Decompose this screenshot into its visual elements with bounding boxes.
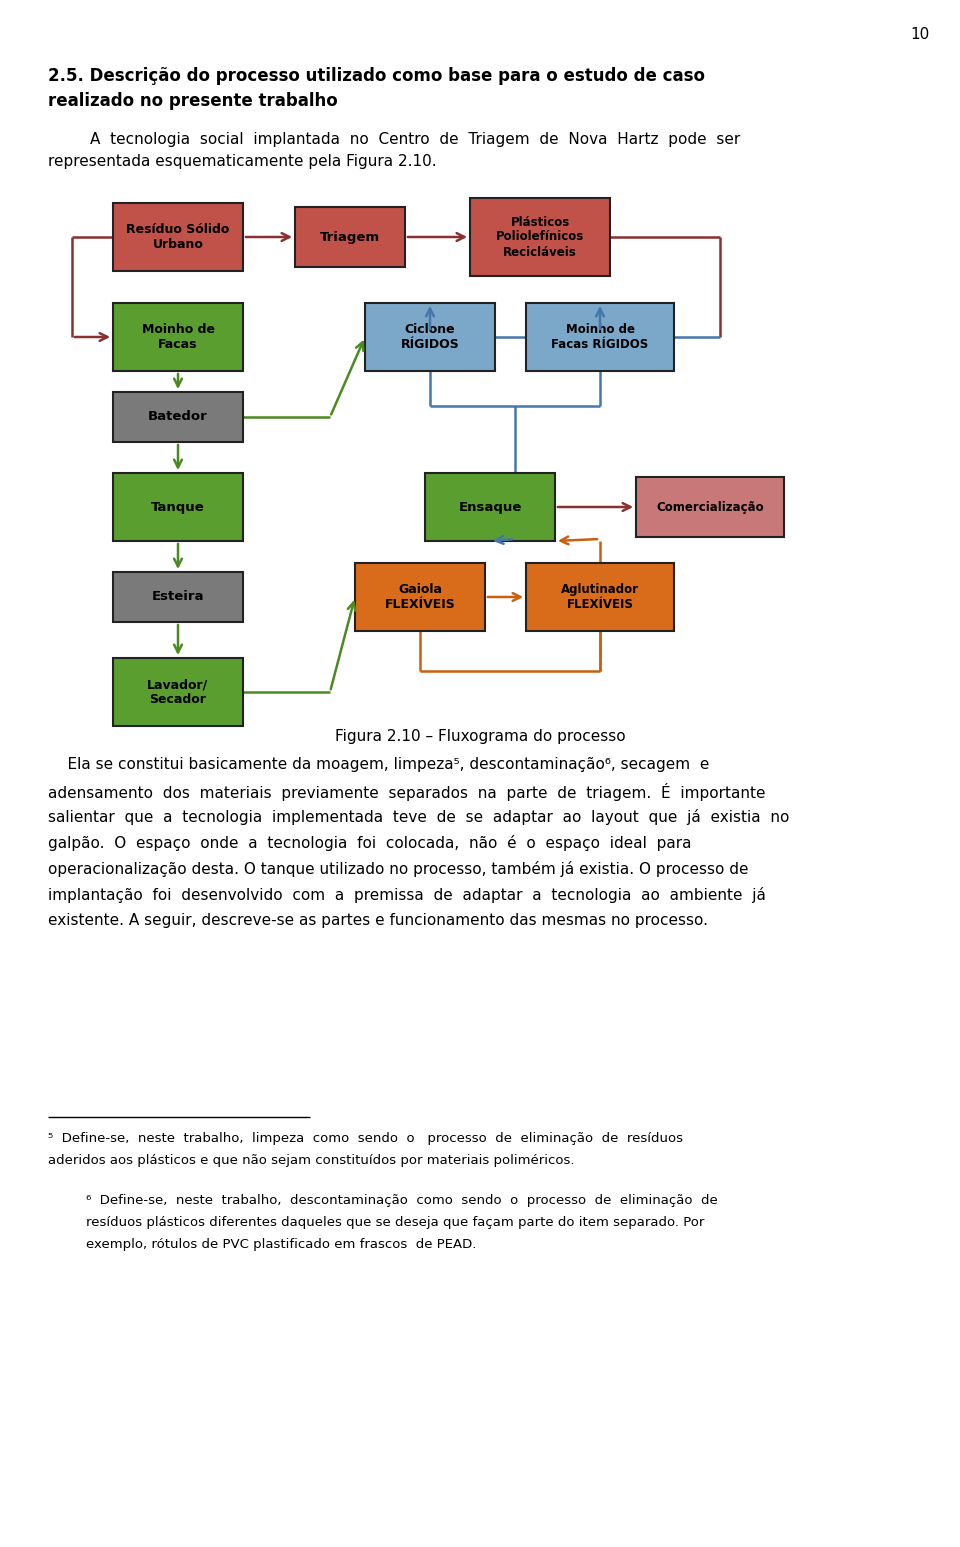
Text: resíduos plásticos diferentes daqueles que se deseja que façam parte do item sep: resíduos plásticos diferentes daqueles q… <box>86 1216 705 1228</box>
Text: Triagem: Triagem <box>320 231 380 243</box>
FancyBboxPatch shape <box>470 198 610 275</box>
Text: Lavador/
Secador: Lavador/ Secador <box>148 678 208 705</box>
Text: A  tecnologia  social  implantada  no  Centro  de  Triagem  de  Nova  Hartz  pod: A tecnologia social implantada no Centro… <box>90 131 740 147</box>
FancyBboxPatch shape <box>526 563 674 631</box>
FancyBboxPatch shape <box>355 563 485 631</box>
FancyBboxPatch shape <box>425 473 555 541</box>
FancyBboxPatch shape <box>113 391 243 442</box>
Text: Moinho de
Facas: Moinho de Facas <box>141 323 214 351</box>
Text: Aglutinador
FLEXÍVEIS: Aglutinador FLEXÍVEIS <box>561 583 639 611</box>
Text: Tanque: Tanque <box>151 501 204 514</box>
FancyBboxPatch shape <box>113 203 243 271</box>
Text: Ela se constitui basicamente da moagem, limpeza⁵, descontaminação⁶, secagem  e: Ela se constitui basicamente da moagem, … <box>48 756 709 772</box>
Text: galpão.  O  espaço  onde  a  tecnologia  foi  colocada,  não  é  o  espaço  idea: galpão. O espaço onde a tecnologia foi c… <box>48 835 691 851</box>
Text: Ciclone
RÍGIDOS: Ciclone RÍGIDOS <box>400 323 460 351</box>
FancyBboxPatch shape <box>636 476 784 537</box>
FancyBboxPatch shape <box>113 572 243 622</box>
Text: 2.5. Descrição do processo utilizado como base para o estudo de caso: 2.5. Descrição do processo utilizado com… <box>48 67 705 85</box>
Text: Resíduo Sólido
Urbano: Resíduo Sólido Urbano <box>127 223 229 251</box>
Text: ⁶  Define-se,  neste  trabalho,  descontaminação  como  sendo  o  processo  de  : ⁶ Define-se, neste trabalho, descontamin… <box>86 1194 718 1207</box>
Text: aderidos aos plásticos e que não sejam constituídos por materiais poliméricos.: aderidos aos plásticos e que não sejam c… <box>48 1154 574 1166</box>
Text: exemplo, rótulos de PVC plastificado em frascos  de PEAD.: exemplo, rótulos de PVC plastificado em … <box>86 1238 476 1252</box>
Text: Batedor: Batedor <box>148 410 208 424</box>
Text: Gaiola
FLEXÍVEIS: Gaiola FLEXÍVEIS <box>385 583 455 611</box>
FancyBboxPatch shape <box>113 303 243 371</box>
FancyBboxPatch shape <box>113 657 243 726</box>
Text: realizado no presente trabalho: realizado no presente trabalho <box>48 91 338 110</box>
Text: Plásticos
Poliolefínicos
Recicláveis: Plásticos Poliolefínicos Recicláveis <box>496 215 584 258</box>
Text: operacionalização desta. O tanque utilizado no processo, também já existia. O pr: operacionalização desta. O tanque utiliz… <box>48 862 749 877</box>
Text: representada esquematicamente pela Figura 2.10.: representada esquematicamente pela Figur… <box>48 155 437 169</box>
Text: 10: 10 <box>911 26 930 42</box>
Text: Comercialização: Comercialização <box>657 501 764 514</box>
FancyBboxPatch shape <box>295 207 405 268</box>
Text: Figura 2.10 – Fluxograma do processo: Figura 2.10 – Fluxograma do processo <box>335 729 625 744</box>
Text: salientar  que  a  tecnologia  implementada  teve  de  se  adaptar  ao  layout  : salientar que a tecnologia implementada … <box>48 809 789 825</box>
FancyBboxPatch shape <box>113 473 243 541</box>
Text: implantação  foi  desenvolvido  com  a  premissa  de  adaptar  a  tecnologia  ao: implantação foi desenvolvido com a premi… <box>48 886 766 903</box>
Text: ⁵  Define-se,  neste  trabalho,  limpeza  como  sendo  o   processo  de  elimina: ⁵ Define-se, neste trabalho, limpeza com… <box>48 1132 683 1145</box>
Text: Ensaque: Ensaque <box>458 501 521 514</box>
Text: existente. A seguir, descreve-se as partes e funcionamento das mesmas no process: existente. A seguir, descreve-se as part… <box>48 913 708 928</box>
Text: adensamento  dos  materiais  previamente  separados  na  parte  de  triagem.  É : adensamento dos materiais previamente se… <box>48 783 765 801</box>
FancyBboxPatch shape <box>526 303 674 371</box>
Text: Esteira: Esteira <box>152 591 204 603</box>
FancyBboxPatch shape <box>365 303 495 371</box>
Text: Moinho de
Facas RÍGIDOS: Moinho de Facas RÍGIDOS <box>551 323 649 351</box>
